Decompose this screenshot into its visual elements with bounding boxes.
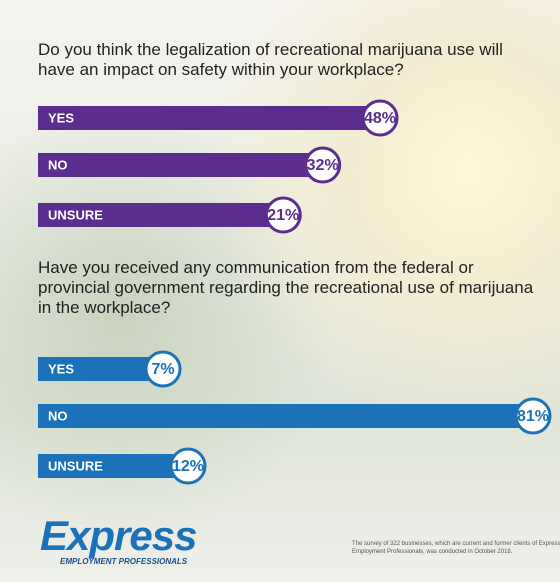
value-label: 12% bbox=[172, 458, 204, 475]
question-2: Have you received any communication from… bbox=[38, 258, 534, 317]
value-label: 7% bbox=[151, 361, 174, 378]
value-label: 32% bbox=[307, 157, 339, 174]
category-label: YES bbox=[48, 361, 74, 376]
value-badge bbox=[304, 146, 342, 184]
value-badge bbox=[514, 397, 552, 435]
logo: Express bbox=[40, 512, 197, 559]
category-label: YES bbox=[48, 110, 74, 125]
bar bbox=[38, 404, 533, 428]
bar bbox=[38, 106, 380, 130]
bar bbox=[38, 153, 323, 177]
logo-tagline: EMPLOYMENT PROFESSIONALS bbox=[60, 557, 188, 566]
bar bbox=[38, 357, 163, 381]
category-label: NO bbox=[48, 408, 68, 423]
category-label: UNSURE bbox=[48, 458, 103, 473]
footnote: The survey of 322 businesses, which are … bbox=[352, 541, 560, 555]
question-1: Do you think the legalization of recreat… bbox=[38, 40, 503, 79]
value-badge bbox=[144, 350, 182, 388]
value-badge bbox=[169, 447, 207, 485]
value-label: 48% bbox=[364, 110, 396, 127]
category-label: NO bbox=[48, 157, 68, 172]
bar bbox=[38, 203, 284, 227]
value-badge bbox=[361, 99, 399, 137]
value-label: 21% bbox=[267, 207, 299, 224]
category-label: UNSURE bbox=[48, 207, 103, 222]
bar bbox=[38, 454, 188, 478]
value-badge bbox=[264, 196, 302, 234]
value-label: 81% bbox=[517, 408, 549, 425]
